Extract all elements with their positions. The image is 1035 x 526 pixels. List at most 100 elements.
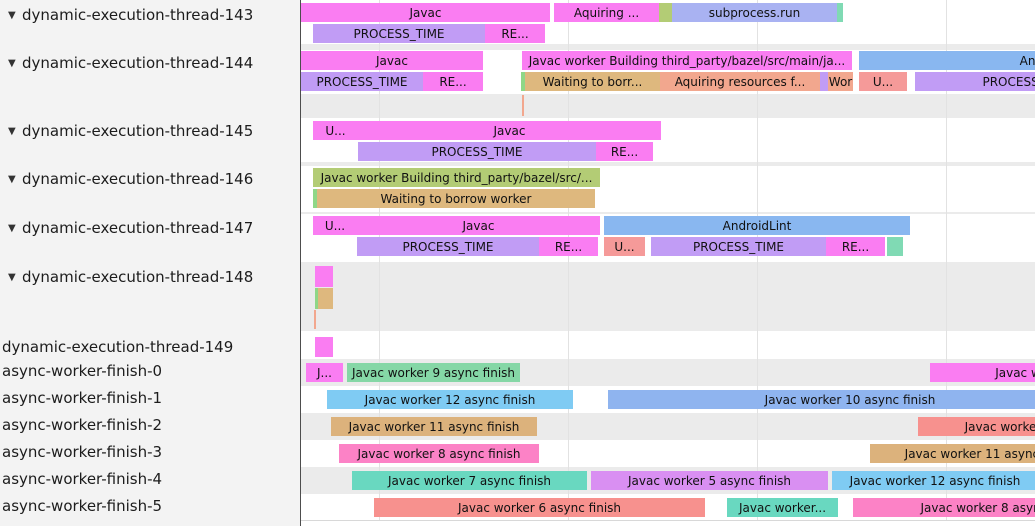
track-row-dynamic-execution-thread-148[interactable]: ▼ dynamic-execution-thread-148: [0, 266, 300, 288]
timeline-event-bar[interactable]: [837, 3, 843, 22]
track-label: dynamic-execution-thread-149: [2, 338, 234, 356]
timeline-event-bar[interactable]: [315, 266, 333, 287]
collapse-arrow-icon[interactable]: ▼: [8, 9, 16, 21]
timeline-event-bar[interactable]: Javac worker Building third_party/bazel/…: [522, 51, 852, 70]
timeline-event-bar[interactable]: [521, 72, 525, 91]
time-gridline: [757, 0, 758, 521]
track-row-dynamic-execution-thread-144[interactable]: ▼ dynamic-execution-thread-144: [0, 52, 300, 74]
timeline-event-bar[interactable]: Javac worker Building third_party/bazel/…: [313, 168, 600, 187]
timeline-event-bar[interactable]: AndroidLint: [604, 216, 910, 235]
track-label: dynamic-execution-thread-148: [22, 268, 254, 286]
timeline-event-bar[interactable]: PROCESS_TIME: [358, 142, 596, 161]
event-label: Aquiring resources f...: [674, 74, 806, 89]
timeline-event-bar[interactable]: Javac worke: [918, 417, 1035, 436]
timeline-event-bar[interactable]: [315, 288, 318, 309]
row-background: [301, 44, 1035, 50]
timeline-event-bar[interactable]: Javac worker 8 async finish: [853, 498, 1035, 517]
timeline-event-bar[interactable]: RE...: [485, 24, 545, 43]
timeline-event-bar[interactable]: Javac w: [930, 363, 1035, 382]
track-row-async-worker-finish-3[interactable]: async-worker-finish-3: [0, 441, 302, 463]
timeline-event-bar[interactable]: RE...: [539, 237, 598, 256]
timeline-event-bar[interactable]: Javac worker 11 async finish: [331, 417, 537, 436]
time-gridline: [946, 0, 947, 521]
timeline-event-bar[interactable]: RE...: [826, 237, 885, 256]
timeline-event-bar[interactable]: RE...: [596, 142, 653, 161]
collapse-arrow-icon[interactable]: ▼: [8, 271, 16, 283]
track-row-dynamic-execution-thread-146[interactable]: ▼ dynamic-execution-thread-146: [0, 168, 300, 190]
timeline-event-bar[interactable]: PROCESS_TIME: [357, 237, 539, 256]
track-row-async-worker-finish-1[interactable]: async-worker-finish-1: [0, 387, 302, 409]
sidebar-separator[interactable]: [300, 0, 301, 526]
timeline-event-bar[interactable]: Javac worker 5 async finish: [591, 471, 828, 490]
event-tick[interactable]: [522, 95, 524, 116]
track-label: async-worker-finish-5: [2, 497, 163, 515]
timeline-event-bar[interactable]: Javac worker 9 async finish: [347, 363, 520, 382]
timeline-event-bar[interactable]: Javac worker 7 async finish: [352, 471, 587, 490]
track-row-dynamic-execution-thread-149[interactable]: dynamic-execution-thread-149: [0, 336, 302, 358]
timeline-event-bar[interactable]: [659, 3, 672, 22]
timeline-event-bar[interactable]: Wor: [828, 72, 853, 91]
event-label: PROCESS_TIME: [431, 144, 523, 159]
track-row-async-worker-finish-5[interactable]: async-worker-finish-5: [0, 495, 302, 517]
event-label: Javac worker 12 async finish: [364, 392, 536, 407]
timeline-event-bar[interactable]: J...: [306, 363, 343, 382]
event-label: Aquiring ...: [573, 5, 640, 20]
timeline-event-bar[interactable]: Javac: [358, 121, 661, 140]
collapse-arrow-icon[interactable]: ▼: [8, 125, 16, 137]
timeline-event-bar[interactable]: Javac: [301, 51, 483, 70]
row-background: [301, 262, 1035, 331]
timeline-event-bar[interactable]: AndroidLint: [859, 51, 1035, 70]
event-label: Javac worke: [964, 419, 1035, 434]
event-label: Waiting to borrow worker: [380, 191, 532, 206]
event-label: PROCESS_TIME: [402, 239, 494, 254]
timeline-event-bar[interactable]: [887, 237, 903, 256]
event-label: Javac worker 10 async finish: [764, 392, 936, 407]
timeline-event-bar[interactable]: [820, 72, 828, 91]
timeline-event-bar[interactable]: Javac: [357, 216, 600, 235]
timeline-event-bar[interactable]: Aquiring resources f...: [660, 72, 820, 91]
collapse-arrow-icon[interactable]: ▼: [8, 57, 16, 69]
row-background: [301, 94, 1035, 118]
timeline-event-bar[interactable]: [313, 189, 317, 208]
timeline-event-bar[interactable]: PROCESS_TIME: [313, 24, 485, 43]
collapse-arrow-icon[interactable]: ▼: [8, 222, 16, 234]
track-row-async-worker-finish-4[interactable]: async-worker-finish-4: [0, 468, 302, 490]
timeline-event-bar[interactable]: Javac worker 8 async finish: [339, 444, 539, 463]
timeline-event-bar[interactable]: Waiting to borr...: [525, 72, 660, 91]
timeline-event-bar[interactable]: subprocess.run: [672, 3, 837, 22]
track-row-dynamic-execution-thread-147[interactable]: ▼ dynamic-execution-thread-147: [0, 217, 300, 239]
timeline-event-bar[interactable]: Javac worker 12 async finish: [832, 471, 1035, 490]
timeline-event-bar[interactable]: Javac worker...: [727, 498, 838, 517]
timeline-event-bar[interactable]: Javac worker 6 async finish: [374, 498, 705, 517]
timeline-event-bar[interactable]: [315, 337, 333, 357]
event-label: AndroidLint: [722, 218, 792, 233]
timeline-event-bar[interactable]: U...: [313, 216, 357, 235]
timeline-event-bar[interactable]: PROCESS_TIME: [651, 237, 826, 256]
timeline-event-bar[interactable]: Javac worker 10 async finish: [608, 390, 1035, 409]
track-label: dynamic-execution-thread-145: [22, 122, 254, 140]
timeline-event-bar[interactable]: U...: [859, 72, 907, 91]
timeline-event-bar[interactable]: Aquiring ...: [554, 3, 659, 22]
timeline-event-bar[interactable]: Javac worker 12 async finish: [327, 390, 573, 409]
track-label: dynamic-execution-thread-143: [22, 6, 254, 24]
collapse-arrow-icon[interactable]: ▼: [8, 173, 16, 185]
event-label: PROCESS_TIME: [692, 239, 785, 254]
timeline-event-bar[interactable]: U...: [313, 121, 358, 140]
event-tick[interactable]: [314, 310, 316, 329]
timeline-event-bar[interactable]: [318, 288, 333, 309]
event-label: Javac worker 8 async finish: [920, 500, 1035, 515]
track-row-async-worker-finish-2[interactable]: async-worker-finish-2: [0, 414, 302, 436]
timeline-event-bar[interactable]: Javac worker 11 async finish: [870, 444, 1035, 463]
track-row-async-worker-finish-0[interactable]: async-worker-finish-0: [0, 360, 302, 382]
event-label: Javac: [376, 53, 408, 68]
timeline-event-bar[interactable]: Waiting to borrow worker: [317, 189, 595, 208]
timeline-event-bar[interactable]: RE...: [423, 72, 483, 91]
track-label: dynamic-execution-thread-147: [22, 219, 254, 237]
timeline-event-bar[interactable]: PROCESS_TIME: [301, 72, 423, 91]
timeline-event-bar[interactable]: Javac: [301, 3, 550, 22]
timeline-event-bar[interactable]: U...: [604, 237, 645, 256]
timeline-event-bar[interactable]: PROCESS_TIME: [915, 72, 1035, 91]
track-row-dynamic-execution-thread-143[interactable]: ▼ dynamic-execution-thread-143: [0, 4, 300, 26]
track-row-dynamic-execution-thread-145[interactable]: ▼ dynamic-execution-thread-145: [0, 120, 300, 142]
